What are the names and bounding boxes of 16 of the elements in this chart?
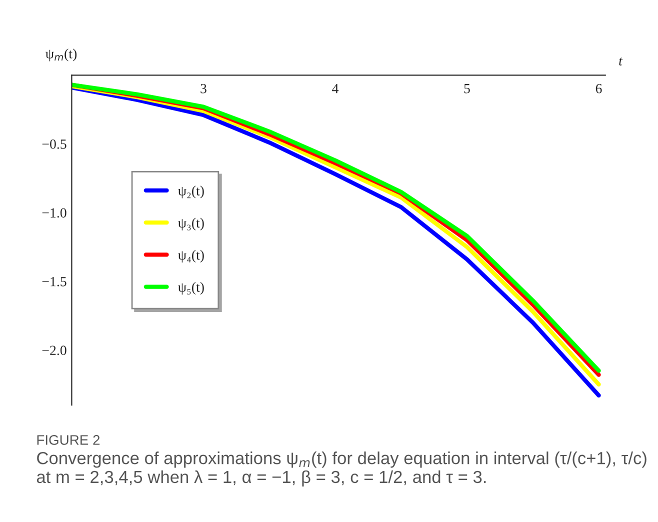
- caption: FIGURE 2: [37, 435, 100, 445]
- y-tick-label: −1.0: [42, 208, 66, 218]
- legend-label: ψ₄(t): [178, 250, 204, 263]
- y-axis-title: ψ$_{m}$(t): [46, 48, 77, 62]
- x-tick-label: 5: [464, 84, 470, 94]
- x-tick-label: 3: [200, 84, 206, 94]
- text: Convergence of approximations ψ$_{m}$(t) for delay equation in interval (τ/(c+1), τ/c) at m = 2,3,4,5 when λ = 1, α = −1, β = 3, c = 1/2, and τ = 3.: [36, 452, 646, 487]
- legend-label: ψ₂(t): [178, 186, 204, 198]
- x-axis-title: t: [619, 58, 623, 66]
- y-tick-label: −0.5: [42, 139, 66, 149]
- legend-label: ψ₅(t): [178, 282, 204, 295]
- y-tick-label: −1.5: [42, 277, 66, 286]
- y-tick-label: −2.0: [42, 346, 66, 356]
- legend-label: ψ₃(t): [178, 218, 204, 230]
- x-tick-label: 6: [596, 84, 602, 94]
- x-tick-label: 4: [332, 84, 338, 94]
